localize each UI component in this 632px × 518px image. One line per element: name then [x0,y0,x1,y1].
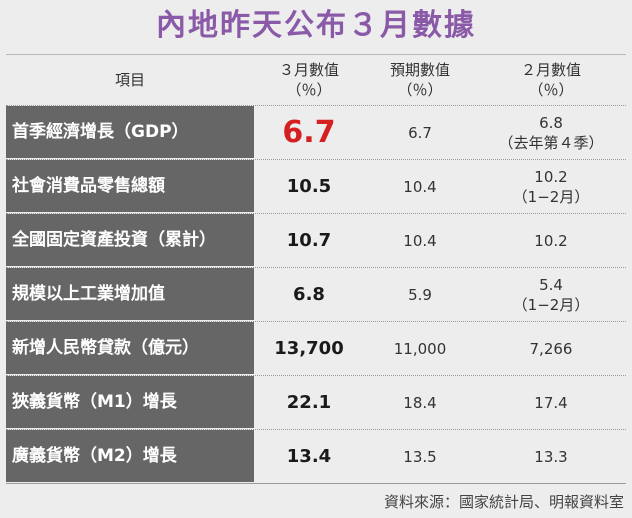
header-feb-label: ２月數值 [520,61,581,79]
feb-value-note: （去年第４季） [498,133,604,152]
table-row: 狹義貨幣（M1）增長 22.1 18.4 17.4 [6,376,626,430]
source-note: 資料來源：國家統計局、明報資料室 [383,493,624,511]
data-table: 項目 ３月數值 （％） 預期數值 （％） ２月數值 （％） 首季經濟增長（GDP… [6,54,626,484]
feb-value: 10.2 （1−2月） [476,160,626,213]
header-feb-unit: （％） [528,81,574,99]
row-label: 首季經濟增長（GDP） [6,106,254,159]
feb-value: 13.3 [476,430,626,483]
row-label: 廣義貨幣（M2）增長 [6,430,254,483]
forecast-value: 6.7 [408,123,432,142]
header-march-unit: （％） [286,81,332,99]
header-feb: ２月數值 （％） [476,55,626,105]
feb-value-main: 10.2 [534,167,568,186]
row-label: 規模以上工業增加值 [6,268,254,321]
forecast-value: 11,000 [393,339,447,358]
feb-value-main: 17.4 [534,393,568,412]
header-forecast: 預期數值 （％） [364,55,476,105]
march-value: 10.7 [286,229,332,251]
march-value: 13.4 [286,445,332,467]
forecast-value: 13.5 [403,447,437,466]
feb-value-note: （1−2月） [512,187,590,206]
row-label: 新增人民幣貸款（億元） [6,322,254,375]
table-row: 社會消費品零售總額 10.5 10.4 10.2 （1−2月） [6,160,626,214]
feb-value-main: 5.4 [539,275,563,294]
feb-value: 5.4 （1−2月） [476,268,626,321]
table-row: 首季經濟增長（GDP） 6.7 6.7 6.8 （去年第４季） [6,106,626,160]
header-march: ３月數值 （％） [254,55,364,105]
header-march-label: ３月數值 [278,61,339,79]
row-label: 社會消費品零售總額 [6,160,254,213]
header-item: 項目 [6,55,254,105]
march-value: 13,700 [274,337,344,359]
forecast-value: 10.4 [403,231,437,250]
feb-value-note: （1−2月） [512,295,590,314]
march-value: 6.8 [293,283,325,305]
feb-value-main: 13.3 [534,447,568,466]
march-value: 22.1 [286,391,332,413]
header-forecast-unit: （％） [397,81,443,99]
feb-value-main: 10.2 [534,231,568,250]
feb-value: 17.4 [476,376,626,429]
march-value: 10.5 [286,175,332,197]
forecast-value: 10.4 [403,177,437,196]
table-header: 項目 ３月數值 （％） 預期數值 （％） ２月數值 （％） [6,54,626,106]
table-row: 廣義貨幣（M2）增長 13.4 13.5 13.3 [6,430,626,484]
feb-value: 7,266 [476,322,626,375]
feb-value: 6.8 （去年第４季） [476,106,626,159]
table-row: 規模以上工業增加值 6.8 5.9 5.4 （1−2月） [6,268,626,322]
forecast-value: 5.9 [408,285,432,304]
forecast-value: 18.4 [403,393,437,412]
feb-value-main: 6.8 [539,113,563,132]
table-row: 全國固定資產投資（累計） 10.7 10.4 10.2 [6,214,626,268]
table-row: 新增人民幣貸款（億元） 13,700 11,000 7,266 [6,322,626,376]
feb-value-main: 7,266 [529,339,573,358]
march-value: 6.7 [282,114,336,150]
page-title: 內地昨天公布３月數據 [156,8,476,43]
row-label: 狹義貨幣（M1）增長 [6,376,254,429]
feb-value: 10.2 [476,214,626,267]
header-item-label: 項目 [114,71,145,89]
row-label: 全國固定資產投資（累計） [6,214,254,267]
header-forecast-label: 預期數值 [389,61,450,79]
